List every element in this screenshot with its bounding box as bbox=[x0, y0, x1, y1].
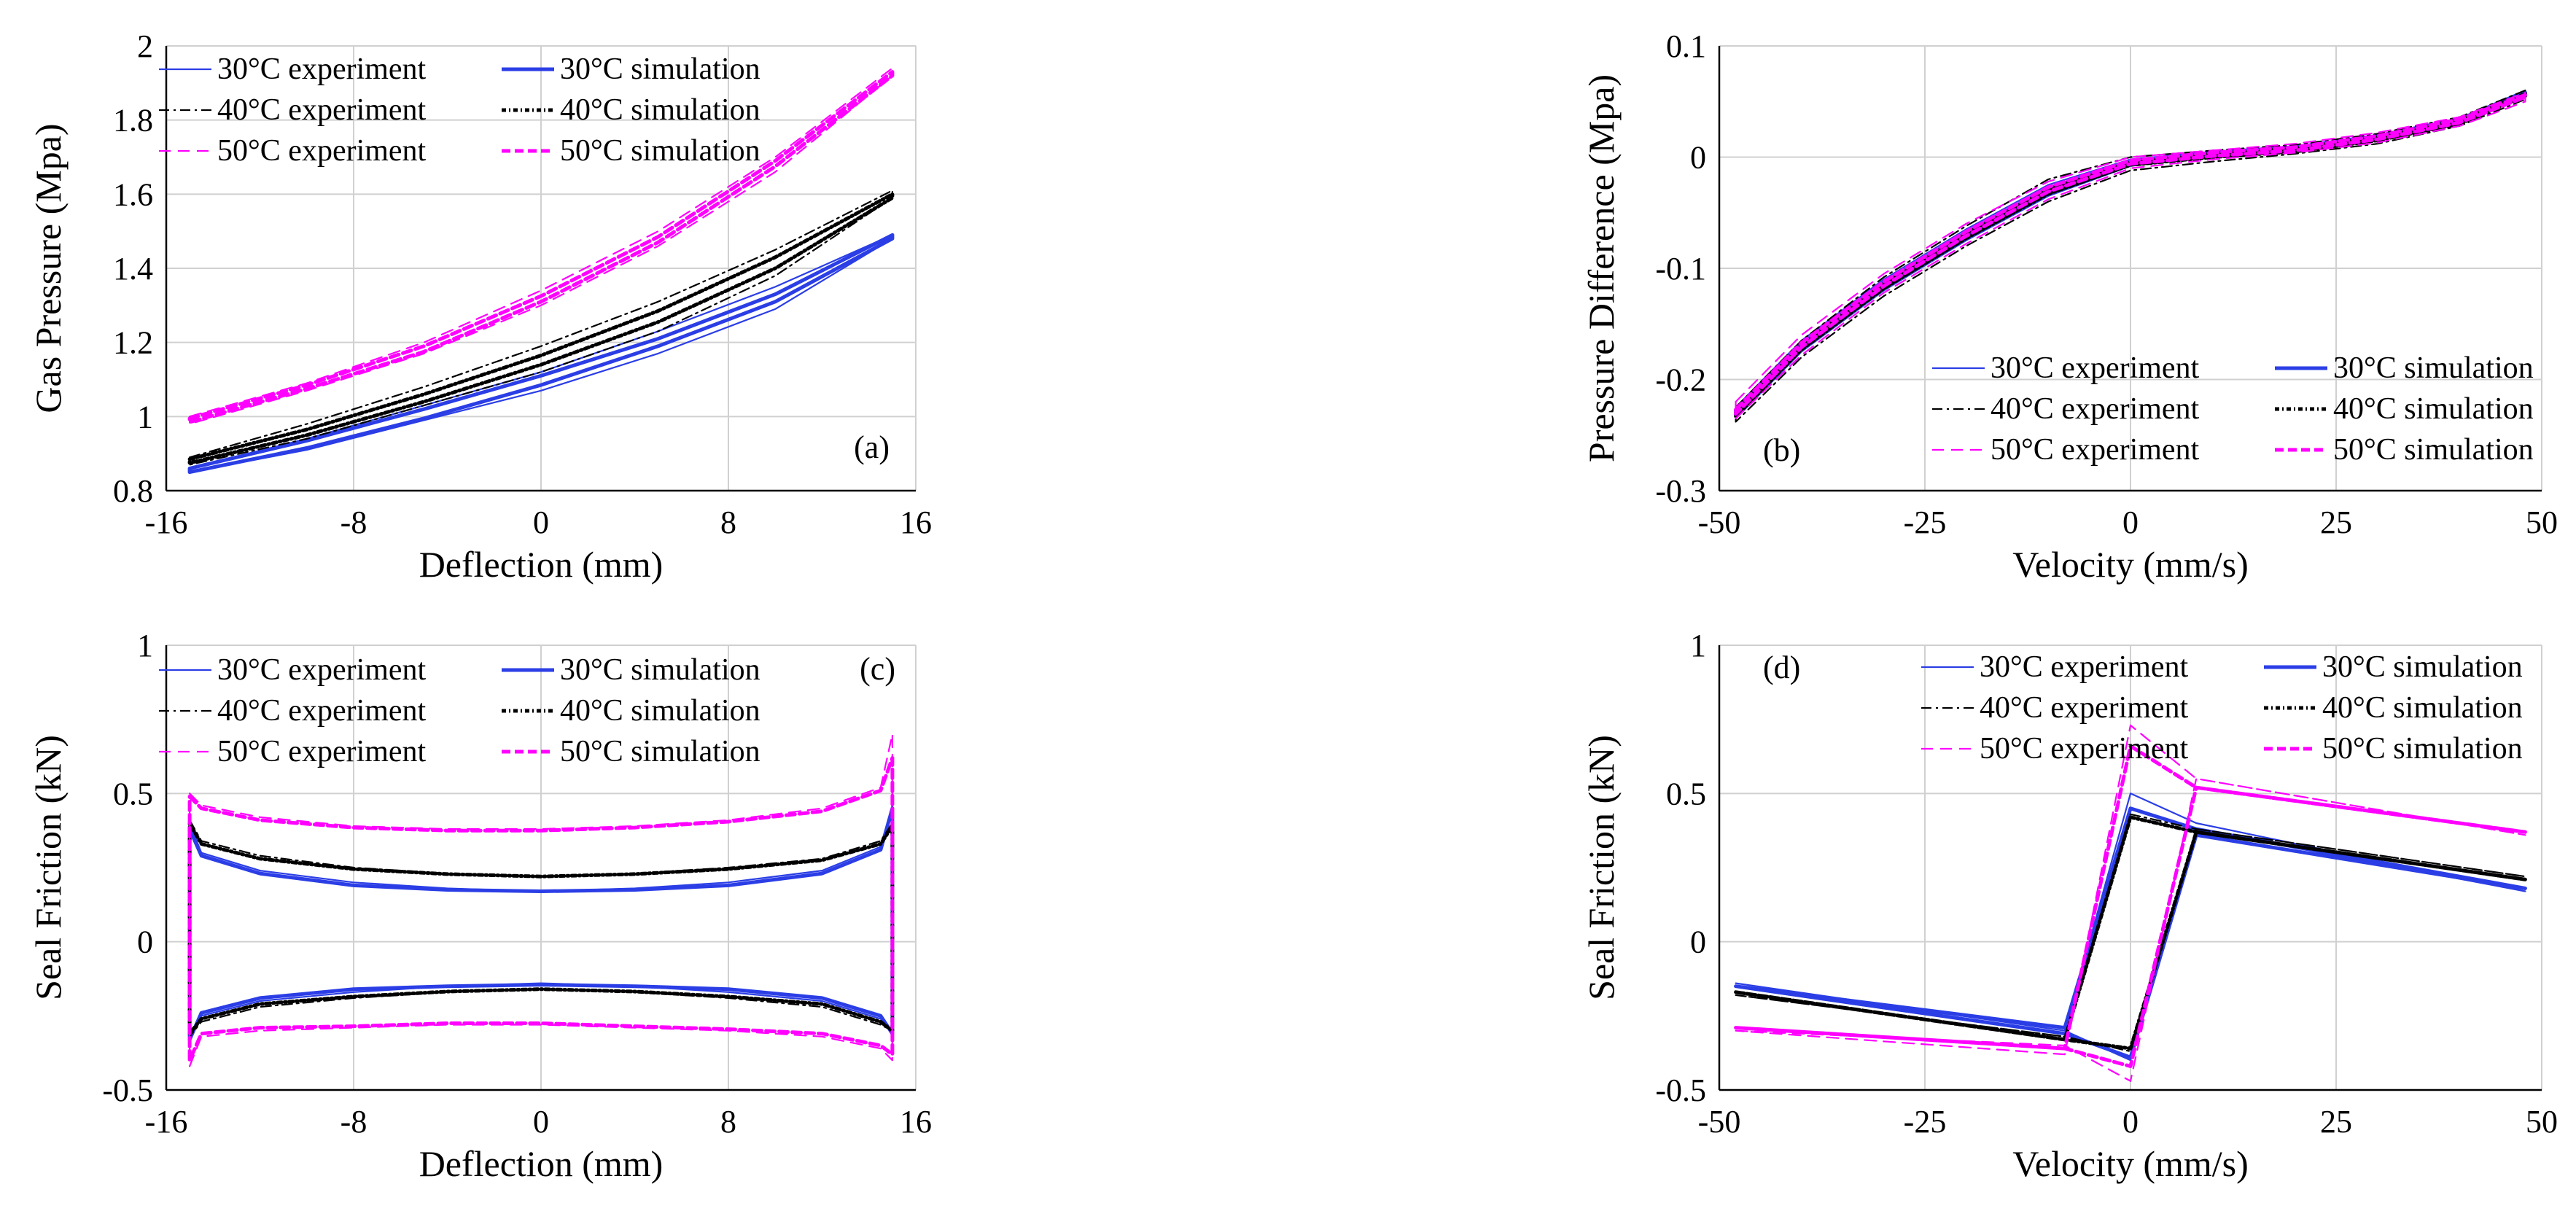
y-tick-label: 0 bbox=[1690, 924, 1706, 960]
legend-label: 50°C experiment bbox=[217, 735, 427, 768]
x-tick-label: -8 bbox=[341, 505, 367, 540]
series-line-40c-simulation bbox=[187, 192, 895, 465]
y-tick-label: 1 bbox=[137, 628, 153, 663]
y-axis-label: Seal Friction (kN) bbox=[1581, 735, 1622, 1000]
panel-d: -50 -25 0 25 50 -0.5 0 0.5 1 Velocity (mm/s) Seal … bbox=[1581, 628, 2558, 1184]
x-axis-label: Deflection (mm) bbox=[419, 1143, 664, 1184]
y-tick-label: 0 bbox=[137, 924, 153, 960]
series-line-40c-experiment bbox=[1735, 89, 2526, 423]
x-axis-label: Deflection (mm) bbox=[419, 544, 664, 585]
y-tick-label: 0 bbox=[1690, 140, 1706, 176]
y-tick-label: 1.6 bbox=[113, 176, 153, 212]
panel-tag: (c) bbox=[860, 651, 895, 687]
x-tick-label: 8 bbox=[720, 505, 736, 540]
legend: 30°C experiment 30°C simulation 40°C exper… bbox=[159, 653, 760, 768]
y-tick-label: 0.5 bbox=[1666, 776, 1706, 811]
legend: 30°C experiment 30°C simulation 40°C exper… bbox=[159, 52, 760, 168]
legend-label: 30°C simulation bbox=[2333, 351, 2534, 385]
legend-label: 40°C simulation bbox=[2333, 392, 2534, 426]
legend-label: 50°C simulation bbox=[2333, 433, 2534, 467]
legend-label: 40°C simulation bbox=[560, 93, 760, 127]
x-tick-label: 0 bbox=[533, 1104, 549, 1140]
y-tick-label: -0.3 bbox=[1655, 473, 1706, 509]
legend-label: 50°C experiment bbox=[217, 134, 427, 168]
y-tick-label: -0.2 bbox=[1655, 362, 1706, 398]
legend-label: 30°C simulation bbox=[2322, 650, 2523, 684]
x-tick-label: -50 bbox=[1698, 505, 1741, 540]
x-axis-label: Velocity (mm/s) bbox=[2012, 544, 2249, 585]
y-tick-label: 1 bbox=[1690, 628, 1706, 663]
legend-label: 50°C experiment bbox=[1980, 732, 2189, 766]
x-axis-label: Velocity (mm/s) bbox=[2012, 1143, 2249, 1184]
series-line-50c-simulation bbox=[1734, 93, 2527, 416]
legend-label: 40°C experiment bbox=[217, 93, 427, 127]
y-tick-label: 0.5 bbox=[113, 776, 153, 811]
legend: 30°C experiment 30°C simulation 40°C exper… bbox=[1921, 650, 2523, 766]
x-tick-label: -25 bbox=[1904, 1104, 1947, 1140]
legend-label: 30°C simulation bbox=[560, 653, 760, 687]
series-line-40c-simulation bbox=[1734, 815, 2527, 1051]
x-tick-label: 8 bbox=[720, 1104, 736, 1140]
series-line-50c-experiment bbox=[1735, 92, 2526, 419]
x-tick-label: 50 bbox=[2526, 1104, 2558, 1140]
legend-label: 50°C simulation bbox=[560, 735, 760, 768]
legend-label: 50°C simulation bbox=[2322, 732, 2523, 766]
legend: 30°C experiment 30°C simulation 40°C exper… bbox=[1932, 351, 2534, 467]
y-tick-label: 1.4 bbox=[113, 251, 153, 287]
legend-label: 30°C experiment bbox=[217, 52, 427, 86]
x-tick-label: -25 bbox=[1904, 505, 1947, 540]
panel-tag: (a) bbox=[854, 429, 890, 465]
x-tick-label: 16 bbox=[900, 505, 932, 540]
panel-tag: (b) bbox=[1763, 432, 1800, 468]
y-axis-label: Gas Pressure (Mpa) bbox=[28, 123, 69, 413]
x-tick-label: 0 bbox=[2122, 505, 2139, 540]
legend-label: 30°C experiment bbox=[1991, 351, 2200, 385]
x-tick-label: 25 bbox=[2320, 505, 2352, 540]
y-tick-label: 1.2 bbox=[113, 325, 153, 361]
legend-label: 50°C experiment bbox=[1991, 433, 2200, 467]
legend-label: 40°C simulation bbox=[560, 694, 760, 728]
y-axis-label: Pressure Difference (Mpa) bbox=[1581, 74, 1622, 462]
legend-label: 30°C experiment bbox=[217, 653, 427, 687]
series-line-50c-simulation bbox=[1734, 744, 2527, 1068]
legend-label: 30°C experiment bbox=[1980, 650, 2189, 684]
panel-c: -16 -8 0 8 16 -0.5 0 0.5 1 Deflection (mm) Seal Fr… bbox=[28, 628, 932, 1184]
x-tick-label: -50 bbox=[1698, 1104, 1741, 1140]
legend-label: 40°C experiment bbox=[217, 694, 427, 728]
y-tick-label: -0.1 bbox=[1655, 251, 1706, 287]
x-tick-label: -16 bbox=[145, 505, 188, 540]
x-tick-label: 16 bbox=[900, 1104, 932, 1140]
y-tick-label: 0.8 bbox=[113, 473, 153, 509]
x-tick-label: -8 bbox=[341, 1104, 367, 1140]
series-line-30c-simulation bbox=[187, 233, 895, 475]
x-tick-label: 50 bbox=[2526, 505, 2558, 540]
legend-label: 30°C simulation bbox=[560, 52, 760, 86]
y-axis-label: Seal Friction (kN) bbox=[28, 735, 69, 1000]
series-line-50c-simulation bbox=[187, 70, 895, 424]
x-tick-label: 0 bbox=[2122, 1104, 2139, 1140]
legend-label: 40°C simulation bbox=[2322, 691, 2523, 725]
legend-label: 40°C experiment bbox=[1991, 392, 2200, 426]
y-tick-label: 0.1 bbox=[1666, 28, 1706, 64]
x-tick-label: 0 bbox=[533, 505, 549, 540]
x-tick-label: -16 bbox=[145, 1104, 188, 1140]
panel-a: -16 -8 0 8 16 0.8 1 1.2 1.4 1.6 1.8 2 Deflection (mm… bbox=[28, 28, 932, 585]
panel-b: -50 -25 0 25 50 -0.3 -0.2 -0.1 0 0.1 Velocity (mm/… bbox=[1581, 28, 2558, 585]
panel-tag: (d) bbox=[1763, 650, 1800, 685]
series-line-50c-simulation bbox=[187, 756, 895, 1062]
y-tick-label: -0.5 bbox=[102, 1072, 153, 1108]
y-tick-label: 1 bbox=[137, 399, 153, 435]
legend-label: 40°C experiment bbox=[1980, 691, 2189, 725]
y-tick-label: 2 bbox=[137, 28, 153, 64]
x-tick-label: 25 bbox=[2320, 1104, 2352, 1140]
y-tick-label: -0.5 bbox=[1655, 1072, 1706, 1108]
y-tick-label: 1.8 bbox=[113, 103, 153, 139]
legend-label: 50°C simulation bbox=[560, 134, 760, 168]
